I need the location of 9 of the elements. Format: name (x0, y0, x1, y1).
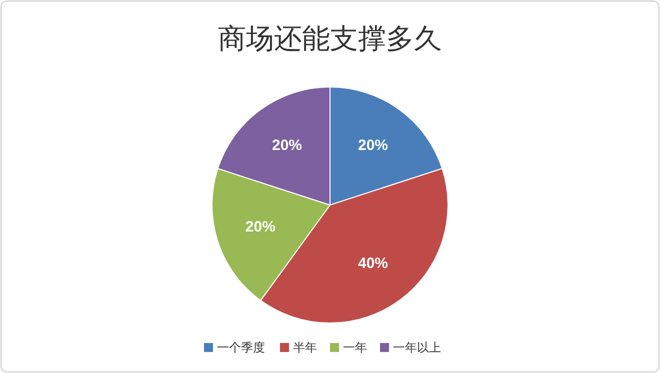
legend-label: 一年以上 (393, 340, 441, 354)
data-label: 20% (272, 136, 302, 154)
data-label: 20% (358, 136, 388, 154)
legend-label: 一个季度 (217, 340, 265, 354)
legend-label: 一年 (343, 340, 367, 354)
data-label: 40% (358, 255, 388, 272)
data-label: 20% (245, 218, 276, 236)
legend-label: 半年 (293, 340, 317, 354)
chart-title: 商场还能支撑多久 (218, 22, 442, 55)
